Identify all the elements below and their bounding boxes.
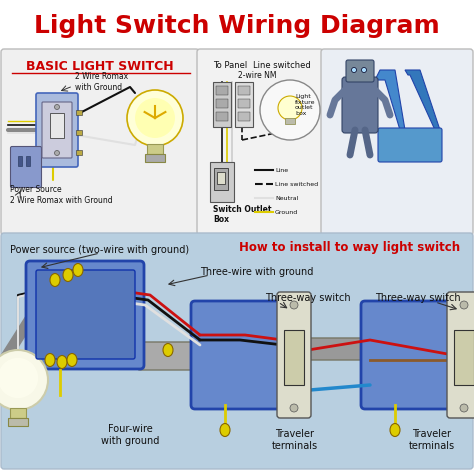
Text: To Panel: To Panel <box>213 62 247 70</box>
Ellipse shape <box>220 423 230 437</box>
Bar <box>76 130 82 135</box>
Text: How to install to way light switch: How to install to way light switch <box>239 242 460 254</box>
Text: Line: Line <box>275 167 288 172</box>
Text: Ground: Ground <box>275 210 298 214</box>
FancyBboxPatch shape <box>26 261 144 369</box>
Ellipse shape <box>57 355 67 368</box>
Bar <box>284 330 304 385</box>
Bar <box>26 156 30 166</box>
Ellipse shape <box>45 353 55 367</box>
Bar <box>216 99 228 108</box>
Bar <box>8 418 28 426</box>
Bar <box>235 82 253 127</box>
Text: Switch Outlet: Switch Outlet <box>213 205 272 214</box>
FancyBboxPatch shape <box>306 338 370 360</box>
Bar <box>18 156 22 166</box>
Circle shape <box>290 301 298 309</box>
Circle shape <box>55 104 60 110</box>
FancyBboxPatch shape <box>363 338 455 360</box>
Circle shape <box>362 68 366 72</box>
Bar <box>50 113 64 138</box>
Text: Neutral: Neutral <box>275 196 298 201</box>
Bar <box>217 172 225 184</box>
FancyBboxPatch shape <box>378 128 442 162</box>
Bar <box>147 144 163 154</box>
FancyBboxPatch shape <box>10 147 42 188</box>
Text: Traveler
terminals: Traveler terminals <box>272 429 318 451</box>
Text: BASIC LIGHT SWITCH: BASIC LIGHT SWITCH <box>26 60 174 72</box>
FancyBboxPatch shape <box>361 301 454 409</box>
Bar <box>213 82 231 127</box>
Circle shape <box>0 350 48 410</box>
Circle shape <box>0 358 38 398</box>
FancyBboxPatch shape <box>193 328 285 350</box>
FancyBboxPatch shape <box>277 292 311 418</box>
Bar <box>238 86 250 95</box>
Circle shape <box>352 68 356 72</box>
Circle shape <box>55 150 60 156</box>
Text: Light
fixture
outlet
box: Light fixture outlet box <box>295 94 316 116</box>
FancyBboxPatch shape <box>42 102 72 158</box>
FancyBboxPatch shape <box>36 270 135 359</box>
FancyBboxPatch shape <box>191 301 284 409</box>
FancyBboxPatch shape <box>36 93 78 167</box>
FancyBboxPatch shape <box>342 77 378 133</box>
Bar <box>145 154 165 162</box>
Text: Line switched: Line switched <box>253 62 311 70</box>
Ellipse shape <box>63 268 73 282</box>
Text: Line switched: Line switched <box>275 181 318 187</box>
FancyBboxPatch shape <box>346 60 374 82</box>
FancyBboxPatch shape <box>197 49 323 235</box>
Bar <box>10 408 26 418</box>
Ellipse shape <box>390 423 400 437</box>
Text: Traveler
terminals: Traveler terminals <box>409 429 455 451</box>
Bar <box>76 150 82 155</box>
Bar <box>216 112 228 121</box>
Text: Power source (two-wire with ground): Power source (two-wire with ground) <box>10 245 189 255</box>
Bar <box>285 118 295 124</box>
Text: Four-wire
with ground: Four-wire with ground <box>101 424 159 446</box>
Polygon shape <box>375 70 405 130</box>
Circle shape <box>290 404 298 412</box>
Bar <box>238 99 250 108</box>
Circle shape <box>460 404 468 412</box>
FancyBboxPatch shape <box>137 342 201 370</box>
Text: 2 Wire Romax
with Ground: 2 Wire Romax with Ground <box>75 72 128 92</box>
FancyBboxPatch shape <box>1 49 199 235</box>
Text: Light Switch Wiring Diagram: Light Switch Wiring Diagram <box>34 14 440 38</box>
Circle shape <box>127 90 183 146</box>
Text: Box: Box <box>213 216 229 225</box>
Text: Power Source
2 Wire Romax with Ground: Power Source 2 Wire Romax with Ground <box>10 185 113 205</box>
Text: Three-way switch: Three-way switch <box>375 293 461 303</box>
FancyBboxPatch shape <box>1 233 473 469</box>
Ellipse shape <box>73 264 83 276</box>
Text: Three-wire with ground: Three-wire with ground <box>200 267 313 277</box>
Bar <box>238 112 250 121</box>
Circle shape <box>460 301 468 309</box>
Text: 2-wire NM: 2-wire NM <box>238 71 276 80</box>
Bar <box>216 86 228 95</box>
FancyBboxPatch shape <box>321 49 473 235</box>
Bar <box>76 110 82 115</box>
Polygon shape <box>405 70 440 130</box>
Bar <box>214 168 228 190</box>
Ellipse shape <box>50 274 60 287</box>
Bar <box>210 162 234 202</box>
Bar <box>454 330 474 385</box>
Circle shape <box>260 80 320 140</box>
Text: Three-way switch: Three-way switch <box>265 293 351 303</box>
Circle shape <box>135 98 175 138</box>
FancyBboxPatch shape <box>447 292 474 418</box>
Ellipse shape <box>67 353 77 367</box>
Ellipse shape <box>163 344 173 357</box>
Circle shape <box>278 96 302 120</box>
